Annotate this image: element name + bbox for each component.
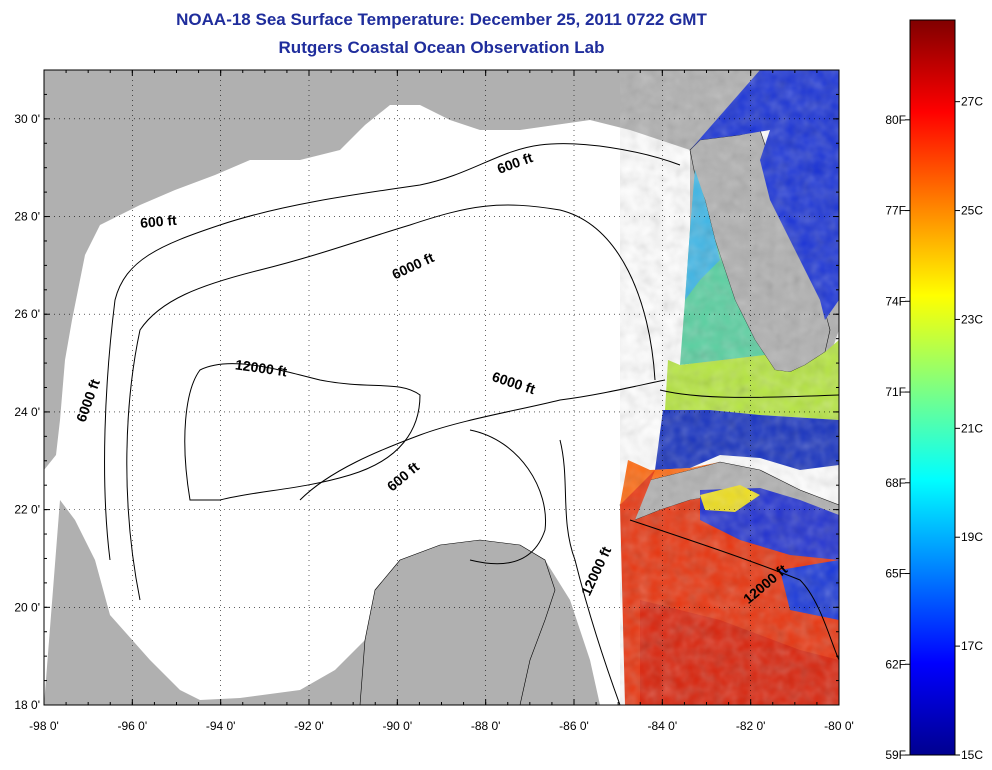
lon-tick-label: -88 0' (471, 719, 501, 733)
celsius-tick-label: 17C (961, 639, 983, 653)
colorbar-fahrenheit-ticks: 59F 62F 65F 68F 71F 74F 77F 80F (885, 113, 910, 762)
fahrenheit-tick-label: 65F (885, 567, 906, 581)
contour-depth-label: 12000 ft (234, 356, 288, 379)
celsius-tick-label: 25C (961, 204, 983, 218)
lat-tick-label: 22 0' (14, 503, 40, 517)
fahrenheit-tick-label: 77F (885, 204, 906, 218)
temperature-colorbar: 15C 17C 19C 21C 23C 25C 27C 59F 62F 65F 68F 71F 74F… (885, 19, 983, 762)
latitude-axis-labels: 18 0' 20 0' 22 0' 24 0' 26 0' 28 0' 30 0' (14, 112, 40, 712)
fahrenheit-tick-label: 62F (885, 657, 906, 671)
map-title: NOAA-18 Sea Surface Temperature: Decembe… (176, 10, 707, 29)
longitude-axis-labels: -98 0' -96 0' -94 0' -92 0' -90 0' -88 0' -86 … (29, 719, 854, 733)
lat-tick-label: 28 0' (14, 210, 40, 224)
lat-tick-label: 20 0' (14, 600, 40, 614)
lon-tick-label: -86 0' (559, 719, 589, 733)
lat-tick-label: 24 0' (14, 405, 40, 419)
lat-tick-label: 30 0' (14, 112, 40, 126)
bathymetry-contours (104, 143, 839, 705)
yucatan-peninsula (359, 539, 556, 705)
lon-tick-label: -92 0' (294, 719, 324, 733)
map-subtitle: Rutgers Coastal Ocean Observation Lab (278, 38, 605, 57)
fahrenheit-tick-label: 68F (885, 476, 906, 490)
lon-tick-label: -80 0' (824, 719, 854, 733)
celsius-tick-label: 15C (961, 748, 983, 762)
celsius-tick-label: 19C (961, 530, 983, 544)
lon-tick-label: -98 0' (29, 719, 59, 733)
colorbar-scale (909, 19, 956, 756)
lon-tick-label: -82 0' (736, 719, 766, 733)
lon-tick-label: -84 0' (648, 719, 678, 733)
fahrenheit-tick-label: 71F (885, 385, 906, 399)
fahrenheit-tick-label: 80F (885, 113, 906, 127)
contour-depth-label: 600 ft (139, 212, 177, 231)
lon-tick-label: -94 0' (206, 719, 236, 733)
lat-tick-label: 26 0' (14, 307, 40, 321)
colorbar-celsius-ticks: 15C 17C 19C 21C 23C 25C 27C (955, 95, 983, 762)
celsius-tick-label: 23C (961, 312, 983, 326)
fahrenheit-tick-label: 59F (885, 748, 906, 762)
sst-satellite-swath (620, 70, 839, 705)
lon-tick-label: -96 0' (118, 719, 148, 733)
gulf-of-mexico-water (44, 105, 690, 705)
celsius-tick-label: 21C (961, 421, 983, 435)
lon-tick-label: -90 0' (383, 719, 413, 733)
celsius-tick-label: 27C (961, 95, 983, 109)
lat-tick-label: 18 0' (14, 698, 40, 712)
fahrenheit-tick-label: 74F (885, 294, 906, 308)
axis-ticks (43, 69, 840, 706)
lat-lon-grid (44, 70, 839, 705)
